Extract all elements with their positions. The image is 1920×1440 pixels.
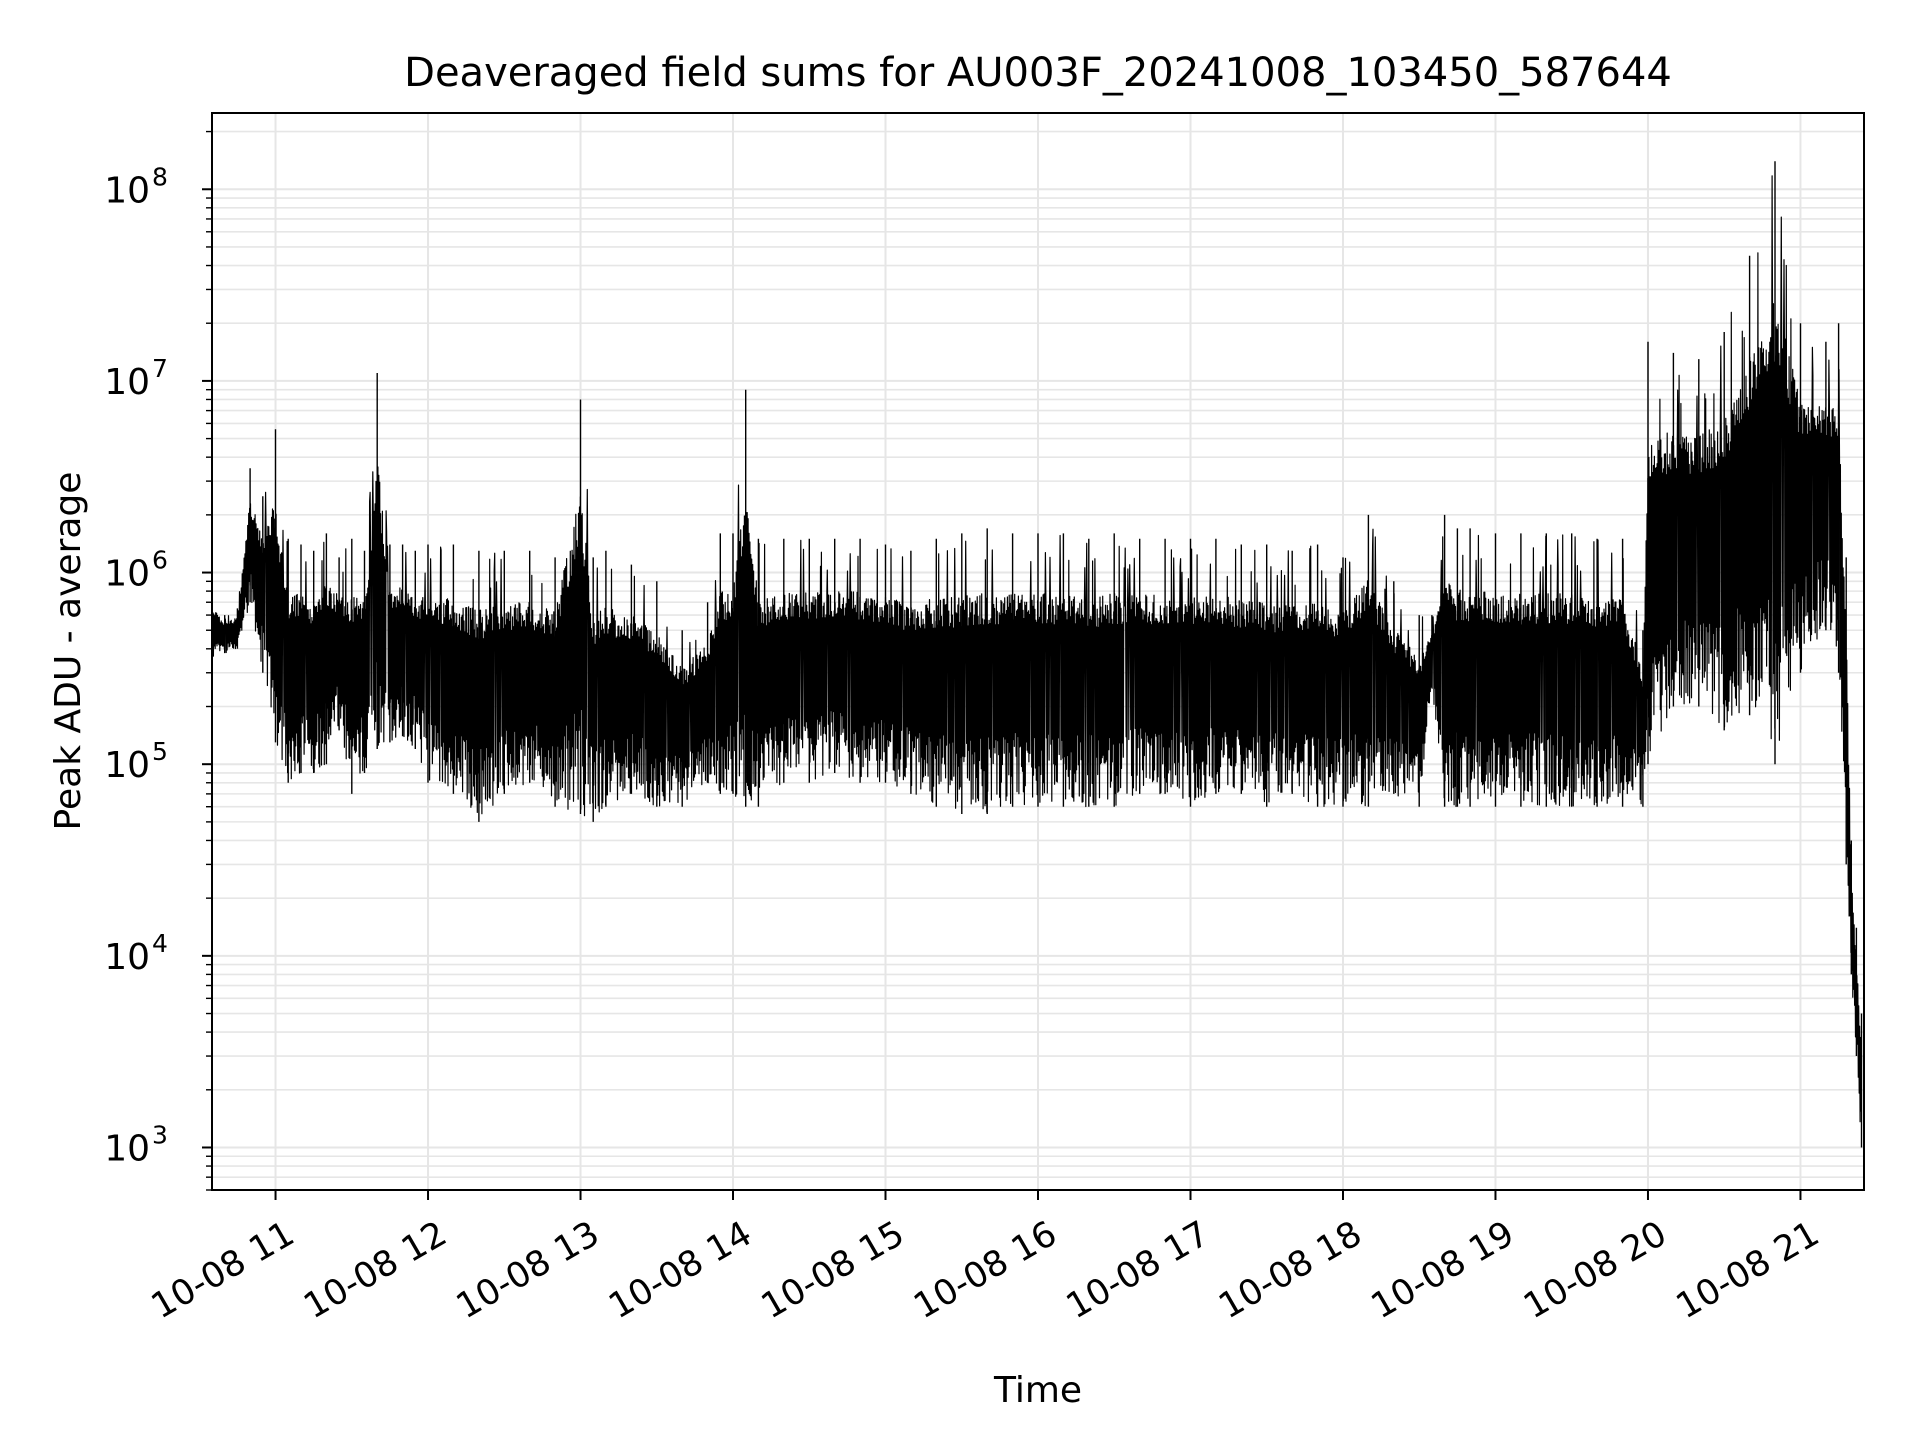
- y-tick-label-base: 10: [104, 554, 150, 595]
- x-axis-label: Time: [993, 1370, 1082, 1411]
- y-tick-label-exponent: 8: [152, 162, 168, 191]
- y-tick-label-base: 10: [104, 362, 150, 403]
- y-tick-label: 10: [104, 362, 150, 403]
- y-tick-label-exponent: 7: [152, 354, 168, 383]
- y-tick-label-base: 10: [104, 170, 150, 211]
- y-tick-label: 10: [104, 745, 150, 786]
- y-tick-label-exponent: 3: [152, 1120, 168, 1149]
- y-tick-label-exponent: 5: [152, 737, 168, 766]
- y-tick-label: 10: [104, 1128, 150, 1169]
- grid: [212, 113, 1864, 1191]
- y-tick-label: 10: [104, 170, 150, 211]
- y-tick-label: 10: [104, 554, 150, 595]
- y-tick-label: 10: [104, 937, 150, 978]
- y-tick-label-base: 10: [104, 1128, 150, 1169]
- y-tick-label-base: 10: [104, 745, 150, 786]
- y-axis-label: Peak ADU - average: [48, 472, 89, 831]
- series-line: [211, 175, 1863, 1123]
- y-tick-label-base: 10: [104, 937, 150, 978]
- chart-title: Deaveraged field sums for AU003F_2024100…: [404, 50, 1672, 96]
- y-tick-label-exponent: 4: [152, 929, 168, 958]
- y-tick-label-exponent: 6: [152, 546, 168, 575]
